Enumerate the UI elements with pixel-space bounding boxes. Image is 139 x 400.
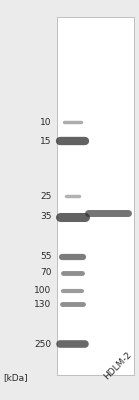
- Text: 35: 35: [40, 212, 52, 221]
- Text: 100: 100: [34, 286, 52, 295]
- Text: 55: 55: [40, 252, 52, 261]
- Text: 15: 15: [40, 136, 52, 146]
- Bar: [57, 17, 134, 375]
- Text: HDLM-2: HDLM-2: [102, 350, 133, 381]
- Text: 250: 250: [35, 340, 52, 349]
- Text: [kDa]: [kDa]: [3, 373, 28, 382]
- Text: 25: 25: [40, 192, 52, 200]
- Text: 130: 130: [34, 300, 52, 309]
- Text: 10: 10: [40, 118, 52, 127]
- Text: 70: 70: [40, 268, 52, 277]
